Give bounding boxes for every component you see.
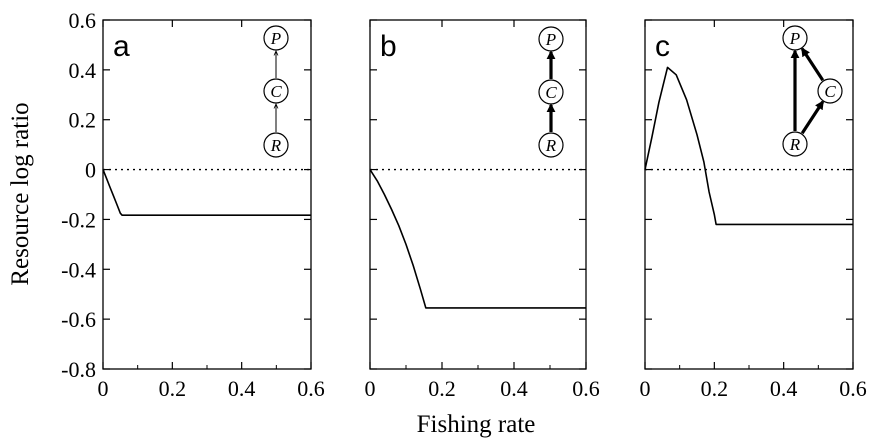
y-tick-label: 0.4: [69, 58, 97, 83]
y-tick-label: 0.6: [69, 8, 97, 33]
diagram-node-label: C: [545, 83, 557, 102]
x-tick-label: 0.2: [159, 376, 187, 401]
plot-frame: [644, 19, 854, 370]
x-tick-label: 0.4: [500, 376, 528, 401]
diagram-node-label: R: [789, 135, 801, 154]
x-tick-label: 0: [365, 376, 376, 401]
series-line: [369, 169, 586, 309]
panel-letter: b: [380, 30, 397, 63]
food-web-diagram: P C R: [782, 25, 843, 157]
panel-letter: a: [113, 30, 130, 63]
diagram-node-c: [538, 79, 564, 105]
x-tick-label: 0.4: [228, 376, 256, 401]
diagram-node-r: [782, 131, 808, 157]
series-line: [102, 169, 311, 216]
diagram-node-r: [538, 132, 564, 158]
diagram-node-label: C: [824, 82, 836, 101]
diagram-node-c: [263, 78, 289, 104]
x-tick-label: 0.4: [770, 376, 798, 401]
y-tick-label: -0.2: [61, 207, 96, 232]
series-line: [644, 66, 853, 226]
diagram-link-r-to-c: [800, 100, 825, 135]
diagram-node-label: P: [270, 29, 281, 48]
food-web-diagram: P C R: [538, 26, 564, 158]
diagram-node-p: [538, 26, 564, 52]
diagram-node-label: P: [545, 30, 556, 49]
x-tick-label: 0.2: [428, 376, 456, 401]
x-tick-label: 0.6: [839, 376, 867, 401]
diagram-node-label: R: [270, 136, 282, 155]
diagram-link-c-to-p: [800, 47, 825, 82]
x-axis-label: Fishing rate: [417, 411, 536, 438]
panel-letter: c: [655, 30, 670, 63]
diagram-node-p: [782, 25, 808, 51]
y-axis-label: Resource log ratio: [7, 102, 34, 285]
food-web-diagram: P C R: [263, 25, 289, 158]
panel-c: 0 0.2 0.4 0.6 c P C R: [640, 19, 867, 401]
y-tick-label: 0.2: [69, 108, 97, 133]
y-tick-label: -0.8: [61, 357, 96, 382]
x-tick-label: 0: [98, 376, 109, 401]
x-tick-label: 0: [640, 376, 651, 401]
plot-frame: [369, 19, 587, 370]
y-tick-label: -0.4: [61, 257, 96, 282]
x-tick-label: 0.2: [701, 376, 729, 401]
y-tick-label: 0: [85, 158, 96, 183]
y-tick-label: -0.6: [61, 307, 96, 332]
plot-frame: [102, 19, 312, 370]
panel-a: 0.60.40.20-0.2-0.4-0.6-0.80 0.2 0.4 0.6a PCR: [61, 8, 325, 401]
diagram-node-label: R: [545, 136, 557, 155]
x-tick-label: 0.6: [572, 376, 600, 401]
diagram-node-p: [263, 25, 289, 51]
panel-b: 0 0.2 0.4 0.6 b P C R: [365, 19, 600, 401]
diagram-node-label: P: [789, 29, 800, 48]
diagram-node-r: [263, 132, 289, 158]
x-tick-label: 0.6: [297, 376, 325, 401]
diagram-node-c: [817, 78, 843, 104]
diagram-node-label: C: [270, 82, 282, 101]
